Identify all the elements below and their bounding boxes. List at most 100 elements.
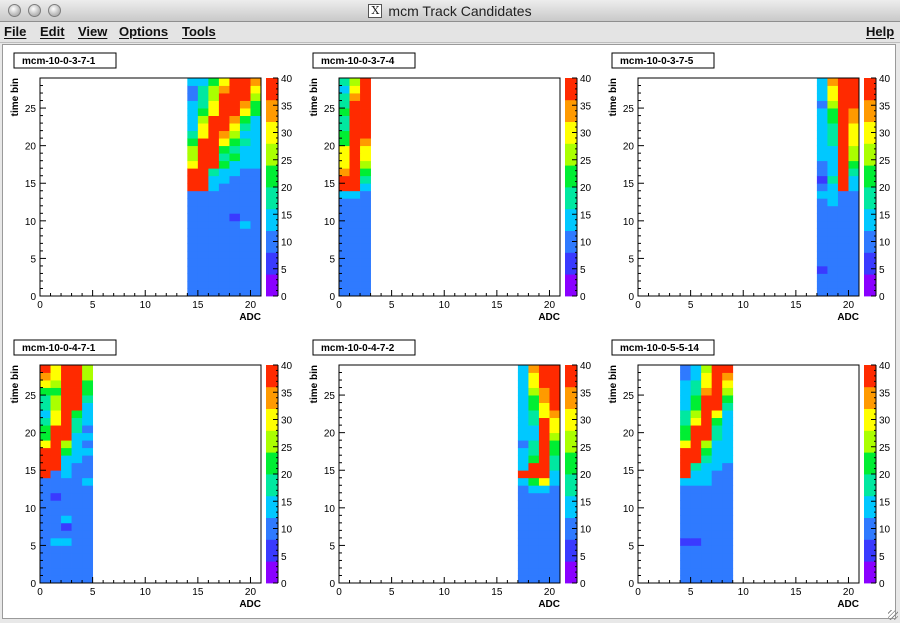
- heatmap-cell: [549, 492, 561, 501]
- heatmap-cell: [239, 220, 251, 229]
- heatmap-cell: [229, 93, 241, 101]
- heatmap-cell: [701, 470, 713, 479]
- heatmap-cell: [229, 280, 241, 289]
- heatmap-cell: [549, 432, 561, 441]
- heatmap-cell: [827, 175, 839, 184]
- heatmap-cell: [187, 115, 199, 124]
- heatmap-cell: [837, 85, 849, 94]
- heatmap-cell: [82, 447, 94, 456]
- heatmap-cell: [218, 220, 230, 229]
- color-scale-label: 40: [580, 361, 592, 372]
- heatmap-cell: [680, 560, 692, 569]
- y-tick-label: 5: [329, 541, 335, 552]
- menu-edit[interactable]: Edit: [40, 24, 65, 39]
- heatmap-panel-5[interactable]: mcm-10-0-4-7-2 0 5 10 15 20 0 5 10 15 20 25 ADC time …: [309, 339, 592, 610]
- heatmap-cell: [690, 417, 702, 426]
- heatmap-cell: [61, 455, 72, 464]
- heatmap-cell: [837, 145, 849, 154]
- heatmap-cell: [848, 235, 860, 244]
- heatmap-cell: [229, 258, 241, 267]
- heatmap-cell: [50, 410, 62, 419]
- heatmap-cell: [229, 213, 241, 222]
- root-canvas[interactable]: mcm-10-0-3-7-1 0 5 10 15 20 0 5 10 15 20 25 ADC time …: [2, 44, 896, 619]
- heatmap-cell: [82, 470, 94, 479]
- resize-grip-icon[interactable]: [888, 610, 898, 620]
- heatmap-cell: [680, 410, 692, 419]
- heatmap-cell: [218, 160, 230, 169]
- heatmap-cell: [711, 402, 723, 411]
- x-tick-label: 20: [544, 587, 556, 598]
- heatmap-cell: [40, 567, 51, 576]
- heatmap-cell: [360, 198, 371, 207]
- heatmap-cell: [197, 108, 209, 116]
- y-tick-label: 10: [25, 217, 37, 228]
- heatmap-cell: [50, 567, 62, 576]
- heatmap-panel-2[interactable]: mcm-10-0-3-7-4 0 5 10 15 20 0 5 10 15 20 25 ADC time …: [309, 52, 592, 323]
- heatmap-cell: [827, 280, 839, 289]
- heatmap-cell: [517, 567, 529, 576]
- heatmap-cell: [549, 530, 561, 539]
- y-tick-label: 5: [628, 254, 634, 265]
- heatmap-cell: [360, 153, 371, 162]
- heatmap-cell: [229, 198, 241, 207]
- heatmap-cell: [229, 265, 241, 274]
- heatmap-cell: [538, 372, 550, 381]
- heatmap-cell: [229, 168, 241, 177]
- close-window-button[interactable]: [8, 4, 21, 17]
- heatmap-cell: [837, 93, 849, 101]
- heatmap-cell: [339, 78, 350, 86]
- y-tick-label: 0: [329, 292, 335, 303]
- heatmap-cell: [848, 198, 860, 207]
- color-scale: 0 5 10 15 20 25 30 35 40: [266, 361, 293, 590]
- heatmap-cell: [528, 372, 540, 381]
- heatmap-cell: [701, 365, 713, 373]
- color-scale-label: 5: [879, 552, 885, 563]
- heatmap-cell: [848, 243, 860, 252]
- color-scale-label: 25: [281, 443, 293, 454]
- heatmap-cell: [722, 395, 734, 403]
- color-scale-band: [864, 121, 876, 144]
- heatmap-cell: [848, 85, 860, 94]
- heatmap-cell: [690, 485, 702, 494]
- heatmap-cell: [517, 447, 529, 456]
- heatmap-cell: [517, 417, 529, 426]
- heatmap-cell: [250, 115, 262, 124]
- heatmap-panel-1[interactable]: mcm-10-0-3-7-1 0 5 10 15 20 0 5 10 15 20 25 ADC time …: [10, 52, 293, 323]
- heatmap-cell: [360, 220, 371, 229]
- heatmap-cell: [82, 537, 94, 546]
- heatmap-cell: [528, 470, 540, 479]
- heatmap-cell: [61, 507, 72, 516]
- heatmap-cell: [339, 138, 350, 147]
- heatmap-panel-3[interactable]: mcm-10-0-3-7-5 0 5 10 15 20 0 5 10 15 20 25 ADC time …: [608, 52, 891, 323]
- heatmap-cell: [339, 288, 350, 297]
- zoom-window-button[interactable]: [48, 4, 61, 17]
- x-tick-label: 10: [140, 587, 152, 598]
- heatmap-cell: [549, 425, 561, 434]
- heatmap-cell: [40, 455, 51, 464]
- heatmap-cell: [61, 402, 72, 411]
- heatmap-cell: [61, 462, 72, 471]
- heatmap-cell: [360, 190, 371, 199]
- heatmap-cell: [208, 213, 220, 222]
- heatmap-cell: [40, 395, 51, 403]
- minimize-window-button[interactable]: [28, 4, 41, 17]
- heatmap-panel-6[interactable]: mcm-10-0-5-5-14 0 5 10 15 20 0 5 10 15 20 25 ADC time…: [608, 339, 891, 610]
- heatmap-panel-4[interactable]: mcm-10-0-4-7-1 0 5 10 15 20 0 5 10 15 20 25 ADC time …: [10, 339, 293, 610]
- menu-tools[interactable]: Tools: [182, 24, 216, 39]
- heatmap-cell: [722, 515, 734, 524]
- menu-view[interactable]: View: [78, 24, 108, 39]
- menu-file[interactable]: File: [4, 24, 27, 39]
- heatmap-cell: [827, 228, 839, 237]
- heatmap-cell: [250, 100, 262, 109]
- heatmap-cell: [197, 100, 209, 109]
- heatmap-cell: [848, 258, 860, 267]
- heatmap-cell: [517, 410, 529, 419]
- menu-help[interactable]: Help: [866, 24, 895, 39]
- heatmap-cell: [538, 485, 550, 494]
- heatmap-cell: [239, 130, 251, 139]
- heatmap-cell: [827, 205, 839, 214]
- heatmap-cell: [711, 530, 723, 539]
- menu-options[interactable]: Options: [119, 24, 169, 39]
- heatmap-cell: [197, 153, 209, 162]
- color-scale-label: 30: [580, 129, 592, 140]
